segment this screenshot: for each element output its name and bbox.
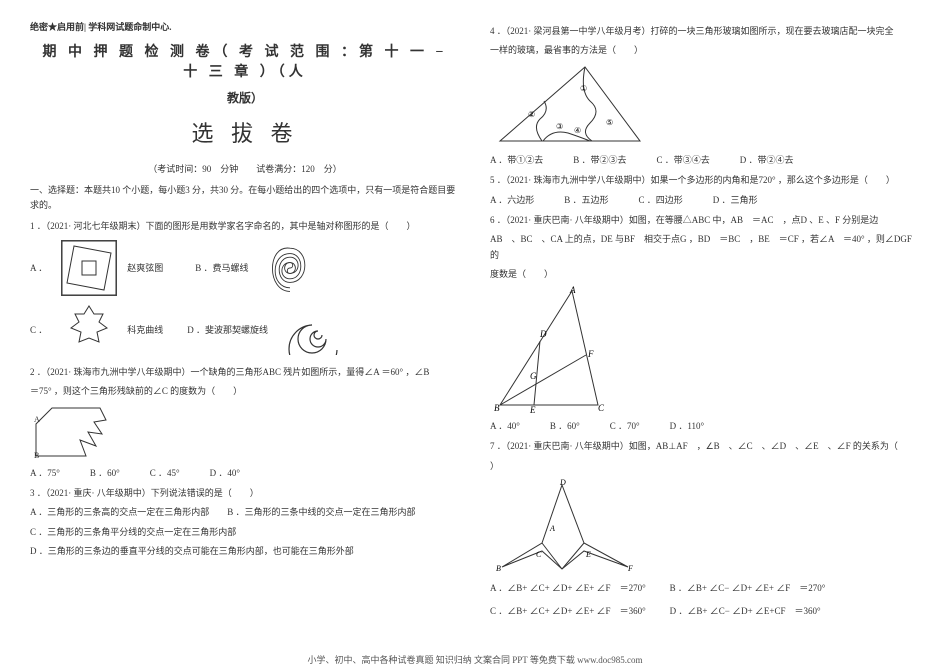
svg-text:D: D	[559, 478, 566, 487]
svg-text:C: C	[536, 550, 542, 559]
q5-opt-a: A ．六边形	[490, 193, 534, 206]
svg-text:C: C	[598, 403, 605, 413]
paper-title-1: 期 中 押 题 检 测 卷（ 考 试 范 围 ：第 十 一 − 十 三 章 ）（…	[30, 41, 460, 81]
q1-label-c: C ．	[30, 323, 47, 336]
q2-opt-d: D ．40°	[210, 466, 240, 479]
koch-curve-icon	[61, 302, 117, 358]
q4-opt-a: A ．带①②去	[490, 153, 543, 166]
q1-c-caption: 科克曲线	[127, 323, 163, 336]
q7-options: A ．∠B+ ∠C+ ∠D+ ∠E+ ∠F ＝270° B ．∠B+ ∠C− ∠…	[490, 581, 920, 617]
q4-opt-c: C ．带③④去	[657, 153, 710, 166]
q5-opt-c: C ．四边形	[639, 193, 683, 206]
svg-text:A: A	[549, 524, 555, 533]
svg-text:B: B	[496, 564, 501, 573]
paper-title-2: 教版）	[30, 89, 460, 106]
q7-opt-b: B ．∠B+ ∠C− ∠D+ ∠E+ ∠F ＝270°	[670, 581, 826, 594]
left-column: 绝密★启用前| 学科网试题命制中心. 期 中 押 题 检 测 卷（ 考 试 范 …	[30, 20, 460, 610]
q6-opt-c: C ．70°	[610, 419, 640, 432]
fibonacci-spiral-icon	[282, 305, 346, 355]
q6-opt-a: A ．40°	[490, 419, 520, 432]
svg-text:F: F	[627, 564, 633, 573]
triangle-abc-icon: A B C D E F G	[490, 285, 640, 415]
q6-opt-d: D ．110°	[670, 419, 705, 432]
confidential-header: 绝密★启用前| 学科网试题命制中心.	[30, 20, 460, 33]
svg-text:E: E	[529, 405, 536, 415]
q2-options: A ．75° B ．60° C ．45° D ．40°	[30, 466, 460, 479]
svg-text:D: D	[539, 329, 547, 339]
question-4-line1: 4 ．（2021· 梁河县第一中学八年级月考）打碎的一块三角形玻璃如图所示，现在…	[490, 23, 920, 39]
broken-triangle-icon: A B	[30, 402, 130, 462]
star-polygon-icon: D A B C E F	[490, 477, 640, 577]
svg-text:③: ③	[556, 122, 563, 131]
q1-label-d: D ．斐波那契螺旋线	[187, 323, 268, 336]
svg-text:⑤: ⑤	[606, 118, 613, 127]
svg-text:A: A	[569, 285, 576, 295]
svg-text:A: A	[34, 415, 40, 424]
q3-option-d: D ．三角形的三条边的垂直平分线的交点可能在三角形内部，也可能在三角形外部	[30, 543, 460, 559]
selection-title: 选 拔 卷	[30, 116, 460, 148]
q5-options: A ．六边形 B ．五边形 C ．四边形 D ．三角形	[490, 193, 920, 206]
q5-opt-b: B ．五边形	[564, 193, 608, 206]
q3-option-c: C ．三角形的三条角平分线的交点一定在三角形内部	[30, 524, 460, 540]
page: 绝密★启用前| 学科网试题命制中心. 期 中 押 题 检 测 卷（ 考 试 范 …	[0, 0, 950, 620]
q1-row-cd: C ． 科克曲线 D ．斐波那契螺旋线	[30, 302, 460, 358]
svg-text:E: E	[585, 550, 591, 559]
zhaoshuang-diagram-icon	[61, 240, 117, 296]
q3-option-ab: A ．三角形的三条高的交点一定在三角形内部 B ．三角形的三条中线的交点一定在三…	[30, 504, 460, 520]
svg-text:B: B	[494, 403, 500, 413]
question-4-line2: 一样的玻璃，最省事的方法是（ ）	[490, 42, 920, 58]
svg-text:①: ①	[580, 84, 587, 93]
q1-label-b: B ．费马螺线	[195, 261, 248, 274]
q2-opt-c: C ．45°	[150, 466, 180, 479]
section-1-heading: 一、选择题：本题共10 个小题，每小题3 分，共30 分。在每小题给出的四个选项…	[30, 183, 460, 214]
q4-opt-b: B ．带②③去	[573, 153, 626, 166]
q2-opt-b: B ．60°	[90, 466, 120, 479]
svg-text:G: G	[530, 371, 537, 381]
q2-opt-a: A ．75°	[30, 466, 60, 479]
question-3: 3 ．（2021· 重庆· 八年级期中）下列说法错误的是（ ）	[30, 485, 460, 501]
question-2-line1: 2 ．（2021· 珠海市九洲中学八年级期中）一个缺角的三角形ABC 残片如图所…	[30, 364, 460, 380]
q7-opt-c: C ．∠B+ ∠C+ ∠D+ ∠E+ ∠F ＝360°	[490, 604, 646, 617]
q1-a-caption: 赵爽弦图	[127, 261, 163, 274]
question-2-line2: ＝75° ，则这个三角形残缺前的∠C 的度数为（ ）	[30, 383, 460, 399]
question-6-line1: 6 ．（2021· 重庆巴南· 八年级期中）如图，在等腰△ABC 中，AB ＝A…	[490, 212, 920, 228]
q6-opt-b: B ．60°	[550, 419, 580, 432]
question-6-line2: AB 、BC 、CA 上的点，DE 与BF 相交于点G ，BD ＝BC ，BE …	[490, 231, 920, 263]
q7-opt-a: A ．∠B+ ∠C+ ∠D+ ∠E+ ∠F ＝270°	[490, 581, 646, 594]
exam-meta: （考试时间：90 分钟 试卷满分：120 分）	[30, 162, 460, 175]
right-column: 4 ．（2021· 梁河县第一中学八年级月考）打碎的一块三角形玻璃如图所示，现在…	[490, 20, 920, 610]
question-6-line3: 度数是（ ）	[490, 266, 920, 282]
svg-text:②: ②	[528, 110, 535, 119]
question-7-line2: ）	[490, 458, 920, 474]
q1-row-ab: A ． 赵爽弦图 B ．费马螺线	[30, 240, 460, 296]
question-5: 5 ．（2021· 珠海市九洲中学八年级期中）如果一个多边形的内角和是720° …	[490, 172, 920, 188]
q6-options: A ．40° B ．60° C ．70° D ．110°	[490, 419, 920, 432]
page-footer: 小学、初中、高中各种试卷真题 知识归纳 文案合同 PPT 等免费下载 www.d…	[0, 653, 950, 666]
q4-opt-d: D ．带②④去	[740, 153, 794, 166]
question-1: 1 ．（2021· 河北七年级期末）下面的图形是用数学家名字命名的，其中是轴对称…	[30, 218, 460, 234]
q1-label-a: A ．	[30, 261, 47, 274]
question-7-line1: 7 ．（2021· 重庆巴南· 八年级期中）如图，AB⊥AF ，∠B 、∠C 、…	[490, 438, 920, 454]
svg-text:F: F	[587, 349, 594, 359]
q7-opt-d: D ．∠B+ ∠C− ∠D+ ∠E+CF ＝360°	[670, 604, 821, 617]
fermat-spiral-icon	[263, 241, 317, 295]
svg-text:④: ④	[574, 126, 581, 135]
svg-text:B: B	[34, 451, 39, 460]
glass-triangle-icon: ① ② ③ ④ ⑤	[490, 61, 650, 149]
q5-opt-d: D ．三角形	[713, 193, 758, 206]
q4-options: A ．带①②去 B ．带②③去 C ．带③④去 D ．带②④去	[490, 153, 920, 166]
